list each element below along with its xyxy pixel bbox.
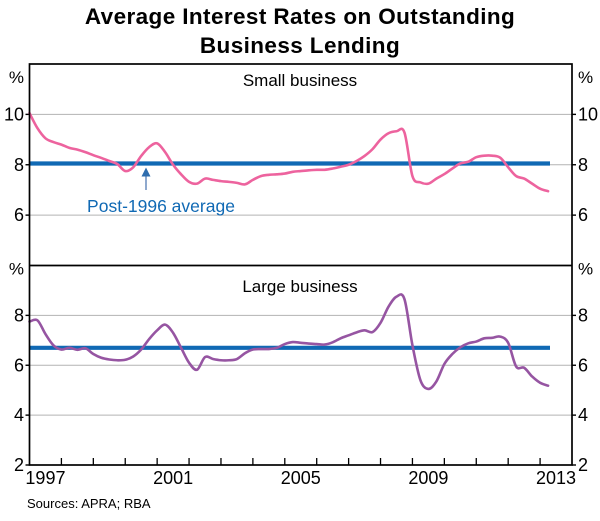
y-axis-label-right: 8 bbox=[578, 155, 588, 175]
x-axis-label: 2001 bbox=[153, 468, 193, 488]
y-axis-label-right: 10 bbox=[578, 104, 598, 124]
x-axis-label: 2013 bbox=[536, 468, 576, 488]
plot-frame bbox=[28, 63, 573, 466]
panel-label-large-business: Large business bbox=[242, 277, 358, 296]
y-axis-label-left: 6 bbox=[14, 355, 24, 375]
y-axis-label-left: 8 bbox=[14, 155, 24, 175]
y-axis-label-left: 4 bbox=[14, 405, 24, 425]
y-axis-label-right: 6 bbox=[578, 205, 588, 225]
y-axis-unit-right: % bbox=[578, 260, 593, 279]
panel-label-small-business: Small business bbox=[242, 71, 358, 90]
y-axis-label-left: 10 bbox=[4, 104, 24, 124]
annotation-arrow-head bbox=[141, 167, 151, 177]
chart-title-line2: Business Lending bbox=[199, 33, 401, 58]
y-axis-label-right: 6 bbox=[578, 355, 588, 375]
y-axis-label-right: 8 bbox=[578, 305, 588, 325]
y-axis-unit-left: % bbox=[9, 68, 24, 87]
chart-title: Average Interest Rates on Outstanding Bu… bbox=[0, 2, 600, 60]
y-axis-label-left: 8 bbox=[14, 305, 24, 325]
x-axis-label: 2009 bbox=[408, 468, 448, 488]
y-axis-unit-right: % bbox=[578, 68, 593, 87]
sources-note: Sources: APRA; RBA bbox=[27, 496, 151, 511]
post-1996-average-annotation: Post-1996 average bbox=[87, 196, 235, 216]
y-axis-label-right: 2 bbox=[578, 455, 588, 475]
x-axis-label: 2005 bbox=[281, 468, 321, 488]
chart-title-line1: Average Interest Rates on Outstanding bbox=[84, 4, 516, 29]
y-axis-label-left: 6 bbox=[14, 205, 24, 225]
y-axis-label-left: 2 bbox=[14, 455, 24, 475]
x-axis-label: 1997 bbox=[25, 468, 65, 488]
y-axis-label-right: 4 bbox=[578, 405, 588, 425]
series-line bbox=[28, 111, 550, 193]
series-line bbox=[28, 293, 550, 391]
y-axis-unit-left: % bbox=[9, 260, 24, 279]
